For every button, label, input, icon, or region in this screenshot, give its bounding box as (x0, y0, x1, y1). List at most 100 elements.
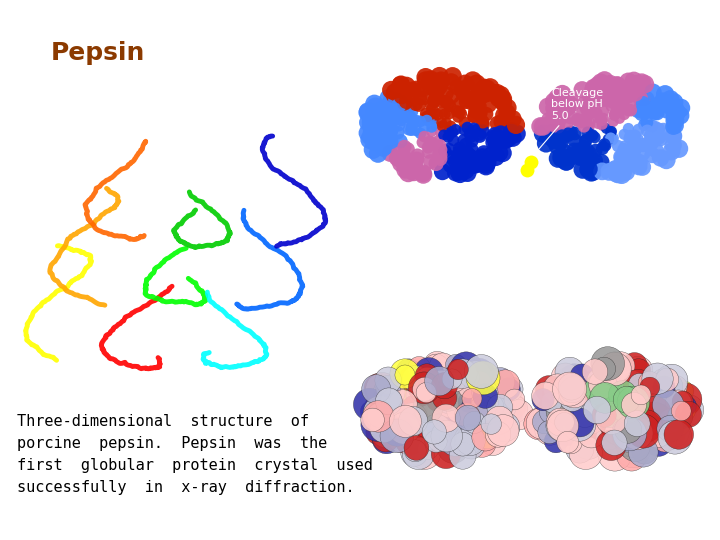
Point (665, 101, 676, 110)
Point (638, 427, 649, 435)
Point (447, 386, 459, 395)
Point (399, 99, 410, 107)
Point (615, 362, 626, 370)
Point (681, 402, 693, 410)
Point (613, 107, 624, 116)
Point (552, 390, 563, 399)
Point (559, 414, 570, 422)
Point (374, 399, 385, 408)
Point (474, 109, 485, 117)
Point (428, 140, 440, 149)
Point (603, 409, 615, 417)
Point (569, 136, 580, 145)
Point (433, 72, 445, 80)
Point (464, 130, 476, 138)
Point (384, 98, 396, 106)
Point (489, 415, 500, 424)
Point (535, 122, 546, 131)
Point (590, 146, 601, 155)
Point (594, 381, 606, 389)
Point (374, 408, 385, 416)
Point (626, 400, 637, 409)
Point (673, 430, 685, 439)
Point (622, 382, 634, 391)
Point (584, 94, 595, 103)
Point (651, 428, 662, 436)
Point (644, 383, 655, 391)
Point (362, 107, 374, 116)
Point (410, 447, 421, 455)
Point (383, 132, 395, 141)
Point (402, 168, 414, 177)
Point (580, 449, 592, 457)
Point (585, 168, 597, 177)
Point (603, 135, 614, 144)
Point (469, 438, 480, 447)
Point (641, 422, 652, 430)
Point (509, 402, 521, 410)
Point (439, 147, 451, 156)
Point (396, 92, 408, 100)
Point (616, 87, 627, 96)
Point (485, 403, 497, 411)
Point (454, 170, 466, 178)
Point (483, 392, 495, 400)
Point (417, 138, 428, 147)
Point (481, 89, 492, 98)
Point (588, 83, 599, 92)
Point (576, 118, 588, 126)
Point (466, 96, 477, 105)
Point (600, 394, 611, 402)
Point (462, 93, 473, 102)
Point (372, 420, 384, 429)
Point (556, 152, 567, 161)
Point (454, 146, 466, 154)
Point (587, 167, 598, 176)
Point (434, 145, 446, 153)
Point (614, 99, 626, 108)
Point (608, 111, 620, 119)
Point (634, 94, 646, 103)
Point (397, 157, 409, 165)
Point (469, 388, 480, 396)
Point (536, 419, 548, 428)
Point (609, 362, 621, 371)
Point (365, 117, 377, 126)
Point (410, 374, 421, 383)
Point (584, 166, 595, 174)
Point (489, 136, 500, 144)
Point (618, 427, 630, 435)
Point (636, 163, 648, 171)
Point (436, 78, 447, 87)
Point (377, 144, 389, 153)
Point (611, 100, 623, 109)
Point (629, 90, 641, 98)
Point (567, 386, 578, 395)
Point (384, 124, 395, 133)
Point (493, 94, 505, 103)
Point (380, 434, 392, 443)
Point (436, 97, 447, 105)
Point (566, 382, 577, 391)
Point (564, 385, 575, 394)
Point (611, 80, 623, 89)
Point (593, 119, 604, 128)
Point (590, 156, 601, 165)
Point (644, 137, 655, 146)
Point (647, 106, 658, 115)
Point (572, 116, 583, 124)
Point (660, 376, 672, 385)
Point (557, 406, 569, 415)
Point (464, 95, 475, 104)
Point (490, 90, 502, 99)
Point (443, 145, 454, 153)
Point (625, 106, 636, 114)
Point (505, 126, 517, 135)
Point (477, 127, 488, 136)
Point (542, 103, 554, 111)
Point (629, 131, 641, 140)
Point (464, 373, 475, 382)
Point (595, 90, 606, 98)
Point (641, 94, 652, 103)
Point (641, 118, 652, 127)
